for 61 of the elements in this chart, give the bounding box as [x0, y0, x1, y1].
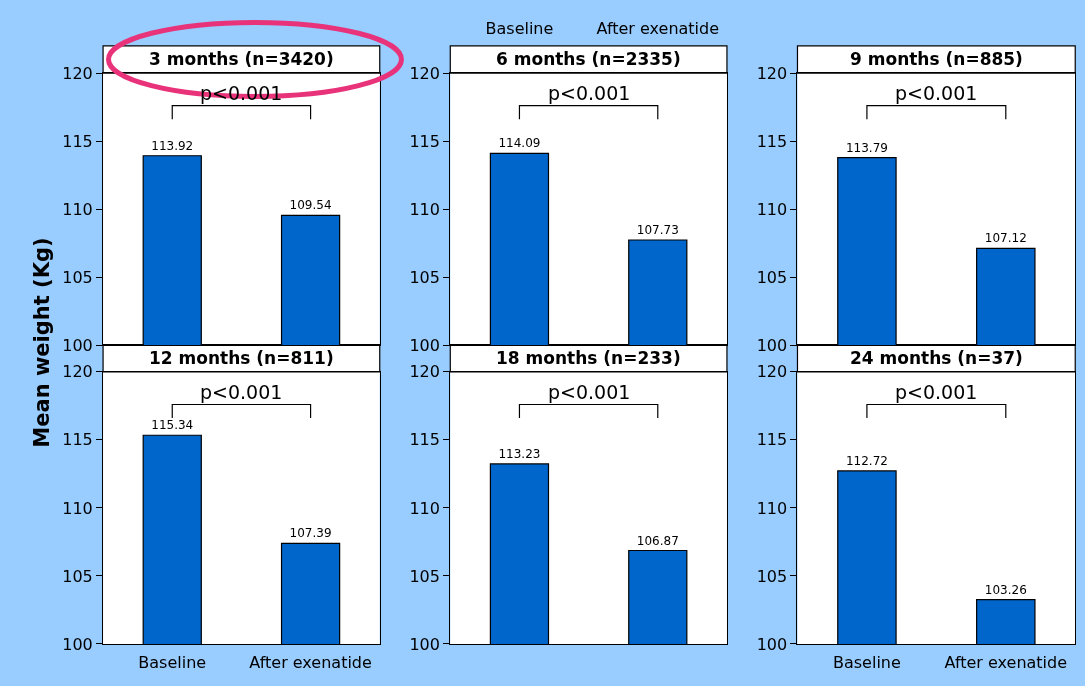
y-tick-label: 115 [756, 131, 788, 151]
y-tick-label: 100 [62, 335, 93, 355]
y-tick-label: 100 [409, 335, 440, 355]
x-tick-label: After exenatide [249, 653, 372, 673]
data-label: 113.79 [845, 140, 888, 155]
y-tick-label: 105 [756, 267, 788, 287]
y-tick-label: 100 [409, 634, 440, 654]
y-tick-label: 120 [62, 63, 93, 83]
y-tick-label: 110 [756, 498, 788, 518]
data-label: 115.34 [151, 418, 194, 433]
data-label: 112.72 [845, 453, 888, 468]
y-tick-label: 115 [409, 430, 440, 450]
y-tick-label: 115 [756, 430, 788, 450]
y-tick-label: 120 [756, 362, 788, 382]
y-tick-label: 110 [756, 199, 788, 219]
chart-title: 18 months (n=233) [496, 348, 681, 368]
chart-title: 12 months (n=811) [149, 348, 334, 368]
data-label: 107.39 [289, 526, 332, 541]
chart-title: 24 months (n=37) [850, 348, 1023, 368]
y-tick-label: 100 [756, 634, 788, 654]
y-tick-label: 105 [62, 267, 93, 287]
annotation: p<0.001 [200, 82, 283, 104]
x-tick-label: Baseline [138, 653, 207, 673]
data-label: 109.54 [289, 198, 332, 213]
data-label: 107.73 [636, 222, 679, 237]
annotation: p<0.001 [200, 381, 283, 403]
y-tick-label: 105 [62, 566, 93, 586]
data-label: 107.12 [984, 231, 1027, 246]
data-label: 106.87 [636, 533, 679, 548]
y-tick-label: 110 [409, 199, 440, 219]
y-tick-label: 110 [409, 498, 440, 518]
data-label: 114.09 [498, 136, 541, 151]
y-tick-label: 105 [409, 566, 440, 586]
annotation: p<0.001 [548, 82, 631, 104]
y-tick-label: 110 [62, 199, 93, 219]
y-tick-label: 120 [756, 63, 788, 83]
y-tick-label: 115 [62, 430, 93, 450]
y-tick-label: 105 [409, 267, 440, 287]
y-tick-label: 100 [62, 634, 93, 654]
data-label: 103.26 [984, 582, 1027, 597]
y-tick-label: 115 [409, 131, 440, 151]
x-tick-label: After exenatide [944, 653, 1068, 673]
y-tick-label: 105 [756, 566, 788, 586]
x-tick-label: After exenatide [596, 18, 720, 38]
y-tick-label: 120 [409, 362, 440, 382]
data-label: 113.23 [498, 446, 541, 461]
annotation: p<0.001 [895, 82, 978, 104]
annotation: p<0.001 [548, 381, 631, 403]
y-tick-label: 115 [62, 131, 93, 151]
chart-title: 6 months (n=2335) [496, 49, 681, 69]
y-axis-title: Mean weight (Kg) [29, 237, 54, 448]
y-tick-label: 100 [756, 335, 788, 355]
annotation: p<0.001 [895, 381, 978, 403]
data-label: 113.92 [151, 138, 194, 153]
y-tick-label: 120 [409, 63, 440, 83]
y-tick-label: 110 [62, 498, 93, 518]
chart-title: 3 months (n=3420) [149, 49, 334, 69]
x-tick-label: Baseline [485, 18, 554, 38]
y-tick-label: 120 [62, 362, 93, 382]
chart-title: 9 months (n=885) [850, 49, 1023, 69]
x-tick-label: Baseline [832, 653, 901, 673]
